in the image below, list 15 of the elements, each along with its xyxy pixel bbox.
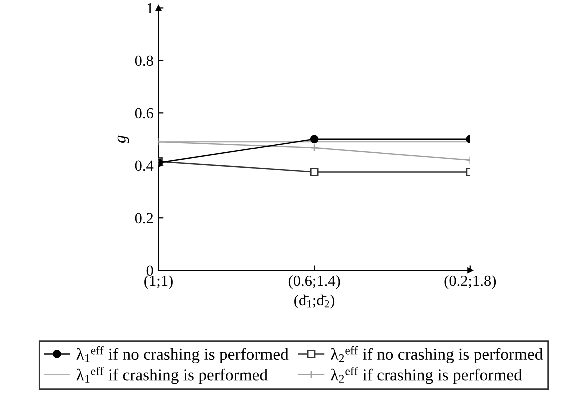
y-axis-title: g (118, 136, 130, 144)
legend-label: λ$_{2}$$^{eff}$ if crashing is performed (331, 367, 522, 384)
y-tick-label: 0.8 (135, 56, 154, 66)
legend-label: λ$_{1}$$^{eff}$ if crashing is performed (76, 367, 268, 384)
x-tick-label: (0.6;1.4) (288, 275, 340, 290)
y-tick-label: 0.2 (135, 213, 154, 224)
y-tick-label: 0.6 (135, 108, 154, 119)
y-tick-label: 0 (146, 266, 154, 276)
legend-label: λ$_{2}$$^{eff}$ if no crashing is performed (331, 346, 544, 364)
x-tick-label: (1;1) (144, 275, 173, 290)
y-tick-label: 1 (148, 3, 153, 14)
x-axis-title: (d̄$_{1}$;d̄$_{2}$) (294, 294, 335, 309)
y-tick-label: 0.4 (135, 160, 154, 172)
x-tick-label: (0.2;1.8) (444, 275, 496, 290)
legend-label: λ$_{1}$$^{eff}$ if no crashing is performed (76, 346, 289, 364)
